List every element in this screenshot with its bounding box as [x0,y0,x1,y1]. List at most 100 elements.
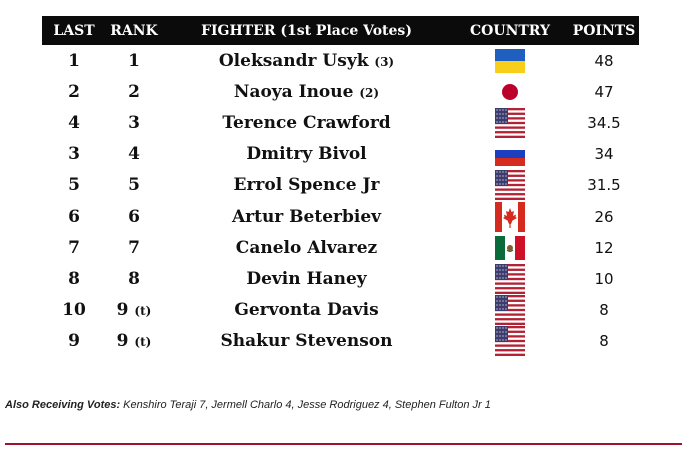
table-row: 1 1 Oleksandr Usyk (3) 48 [42,45,639,76]
fighter-name: Dmitry Bivol [246,144,367,165]
fighter-cell: Artur Beterbiev [162,207,451,227]
current-rank: 2 [106,82,162,102]
rank-value: 1 [128,50,140,71]
also-receiving-votes: Also Receiving Votes: Kenshiro Teraji 7,… [5,399,491,411]
country-cell [451,263,569,294]
country-cell [451,139,569,169]
usa-flag [495,295,525,326]
table-row: 7 7 Canelo Alvarez 12 [42,232,639,263]
table-row: 4 3 Terence Crawford 34.5 [42,107,639,138]
country-cell [451,326,569,357]
current-rank: 7 [106,238,162,258]
table-header: LAST RANK FIGHTER (1st Place Votes) COUN… [42,16,639,45]
fighter-name: Gervonta Davis [234,300,379,321]
note-text: Kenshiro Teraji 7, Jermell Charlo 4, Jes… [120,399,491,411]
last-rank: 10 [62,300,86,321]
rank-value: 9 [116,300,129,321]
rank-note: (t) [134,304,152,319]
last-rank: 1 [68,50,80,71]
fighter-name: Artur Beterbiev [231,206,382,227]
usa-flag [495,107,525,138]
last-rank: 6 [68,206,80,227]
fighter-cell: Errol Spence Jr [162,175,451,195]
points-value: 8 [599,301,609,320]
rank-value: 6 [128,206,140,227]
rank-note: (t) [134,335,152,350]
header-fighter: FIGHTER (1st Place Votes) [201,22,412,39]
country-cell [451,77,569,107]
current-rank: 5 [106,175,162,195]
points-value: 31.5 [587,176,621,195]
fighter-cell: Dmitry Bivol [162,144,451,164]
note-label: Also Receiving Votes: [5,399,121,411]
fighter-name: Errol Spence Jr [233,175,380,196]
current-rank: 9 (t) [106,331,162,351]
fighter-cell: Oleksandr Usyk (3) [162,51,451,71]
table-row: 10 9 (t) Gervonta Davis 8 [42,295,639,326]
fighter-cell: Shakur Stevenson [162,331,451,351]
header-points: POINTS [572,22,636,39]
russia-flag [495,142,525,167]
fighter-name: Naoya Inoue [233,81,354,102]
points-value: 8 [599,332,609,351]
fighter-name: Shakur Stevenson [220,331,393,352]
points-value: 34 [594,145,614,164]
fighter-cell: Devin Haney [162,269,451,289]
table-row: 2 2 Naoya Inoue (2) 47 [42,76,639,107]
points-value: 10 [594,269,614,288]
usa-flag [495,326,525,357]
last-rank: 9 [68,331,80,352]
last-rank: 5 [68,175,80,196]
points-value: 34.5 [587,113,621,132]
fighter-name: Canelo Alvarez [235,237,378,258]
rank-value: 9 [116,331,129,352]
last-rank: 8 [68,268,80,289]
table-row: 8 8 Devin Haney 10 [42,263,639,294]
current-rank: 6 [106,207,162,227]
first-place-votes: (2) [359,85,380,100]
points-value: 48 [594,51,614,70]
last-rank: 7 [68,237,80,258]
current-rank: 4 [106,144,162,164]
rank-value: 4 [128,144,140,165]
country-cell [451,233,569,263]
header-country: COUNTRY [470,22,550,39]
usa-flag [495,170,525,201]
country-cell [451,170,569,201]
rank-value: 3 [128,112,140,133]
usa-flag [495,263,525,294]
country-cell [451,201,569,232]
rankings-table: LAST RANK FIGHTER (1st Place Votes) COUN… [42,16,639,357]
current-rank: 3 [106,113,162,133]
rank-value: 7 [128,237,140,258]
rank-value: 8 [128,268,140,289]
header-rank: RANK [110,22,158,39]
fighter-cell: Canelo Alvarez [162,238,451,258]
last-rank: 4 [68,112,80,133]
points-value: 12 [594,238,614,257]
japan-flag [495,79,525,104]
fighter-cell: Terence Crawford [162,113,451,133]
header-last: LAST [53,22,95,39]
fighter-cell: Naoya Inoue (2) [162,82,451,102]
rank-value: 2 [128,81,140,102]
ukraine-flag [495,48,525,73]
rank-value: 5 [128,175,140,196]
fighter-name: Terence Crawford [222,112,391,133]
last-rank: 3 [68,144,80,165]
table-row: 5 5 Errol Spence Jr 31.5 [42,170,639,201]
table-row: 6 6 Artur Beterbiev 26 [42,201,639,232]
points-value: 26 [594,207,614,226]
mexico-flag [495,235,525,260]
current-rank: 1 [106,51,162,71]
fighter-cell: Gervonta Davis [162,300,451,320]
current-rank: 9 (t) [106,300,162,320]
country-cell [451,46,569,76]
points-value: 47 [594,82,614,101]
last-rank: 2 [68,81,80,102]
fighter-name: Devin Haney [246,268,367,289]
country-cell [451,295,569,326]
